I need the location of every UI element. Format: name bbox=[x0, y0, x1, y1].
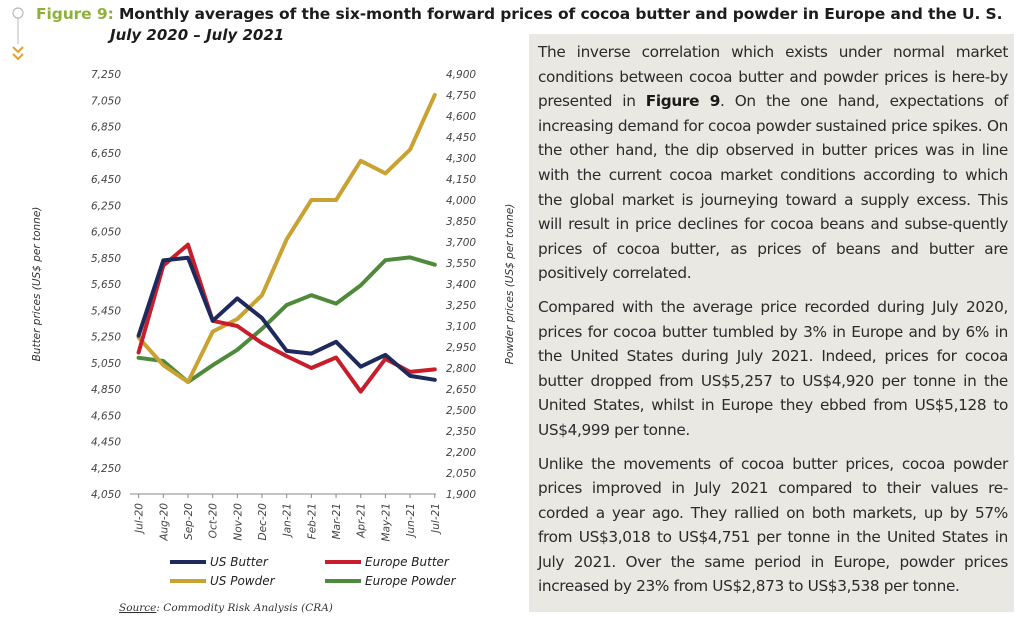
y-right-tick-label: 4,300 bbox=[446, 153, 476, 165]
series-line-us-powder bbox=[136, 92, 437, 384]
source-label: Source bbox=[119, 602, 156, 614]
y-left-tick-label: 6,850 bbox=[91, 122, 121, 134]
y-right-tick-label: 4,150 bbox=[446, 174, 476, 186]
y-left-tick-label: 4,850 bbox=[91, 384, 121, 396]
y-right-tick-label: 3,700 bbox=[446, 237, 476, 249]
x-tick-label: Aug-20 bbox=[158, 503, 170, 542]
x-tick-label: Sep-20 bbox=[183, 503, 195, 540]
paragraph-1-start: The inverse correlation which exists und… bbox=[538, 43, 1008, 111]
y-right-tick-label: 4,450 bbox=[446, 132, 476, 144]
y-left-tick-label: 4,050 bbox=[91, 489, 121, 501]
paragraph-1-end: . On the one hand, expectations of incre… bbox=[538, 92, 1008, 283]
series-line-us-butter bbox=[136, 255, 437, 382]
figure-bullet-icon bbox=[12, 7, 24, 61]
y-left-axis-label: Butter prices (US$ per tonne) bbox=[31, 207, 43, 362]
figure-reference: Figure 9 bbox=[645, 92, 721, 111]
y-right-tick-label: 2,050 bbox=[446, 468, 476, 480]
y-right-tick-label: 4,000 bbox=[446, 195, 476, 207]
legend-label: US Butter bbox=[210, 555, 269, 569]
y-left-tick-label: 6,450 bbox=[91, 174, 121, 186]
y-left-tick-label: 5,250 bbox=[91, 332, 121, 344]
y-left-tick-label: 5,450 bbox=[91, 305, 121, 317]
y-right-tick-label: 2,950 bbox=[446, 342, 476, 354]
y-left-tick-label: 6,650 bbox=[91, 148, 121, 160]
paragraph-1: The inverse correlation which exists und… bbox=[538, 40, 1008, 286]
x-tick-label: Jul-20 bbox=[134, 503, 146, 535]
y-right-tick-label: 3,850 bbox=[446, 216, 476, 228]
y-right-tick-label: 3,250 bbox=[446, 300, 476, 312]
series-line-europe-butter bbox=[136, 242, 437, 394]
y-left-tick-label: 4,250 bbox=[91, 463, 121, 475]
x-tick-label: Apr-21 bbox=[356, 503, 368, 539]
y-left-tick-label: 6,050 bbox=[91, 227, 121, 239]
y-right-tick-label: 3,550 bbox=[446, 258, 476, 270]
x-tick-label: Jun-21 bbox=[405, 503, 417, 539]
x-tick-label: May-21 bbox=[380, 503, 392, 541]
line-chart: 7,250 7,050 6,850 6,650 6,450 6,250 6,050 5,850… bbox=[31, 69, 516, 614]
x-tick-label: Nov-20 bbox=[232, 503, 244, 541]
y-left-tick-label: 5,650 bbox=[91, 279, 121, 291]
y-left-tick-label: 7,050 bbox=[91, 95, 121, 107]
y-right-tick-label: 2,350 bbox=[446, 426, 476, 438]
y-left-tick-label: 5,850 bbox=[91, 253, 121, 265]
x-tick-label: Jul-21 bbox=[430, 503, 442, 535]
y-left-tick-label: 5,050 bbox=[91, 358, 121, 370]
y-left-tick-label: 6,250 bbox=[91, 200, 121, 212]
paragraph-3: Unlike the movements of cocoa butter pri… bbox=[538, 454, 1008, 596]
y-right-tick-label: 4,600 bbox=[446, 111, 476, 123]
y-right-tick-label: 3,100 bbox=[446, 321, 476, 333]
x-tick-label: Oct-20 bbox=[208, 503, 220, 539]
y-right-tick-label: 3,400 bbox=[446, 279, 476, 291]
y-right-tick-label: 2,800 bbox=[446, 363, 476, 375]
y-right-tick-label: 4,750 bbox=[446, 90, 476, 102]
y-right-tick-label: 2,500 bbox=[446, 405, 476, 417]
paragraph-2: Compared with the average price recorded… bbox=[538, 297, 1008, 439]
y-right-tick-label: 2,200 bbox=[446, 447, 476, 459]
legend-label: Europe Powder bbox=[365, 574, 457, 588]
figure-subtitle: July 2020 – July 2021 bbox=[110, 26, 285, 44]
legend-label: US Powder bbox=[210, 574, 276, 588]
source-text: : Commodity Risk Analysis (CRA) bbox=[156, 602, 332, 614]
figure-label: Figure 9: bbox=[36, 5, 114, 23]
x-tick-label: Mar-21 bbox=[331, 503, 343, 539]
y-left-tick-label: 4,650 bbox=[91, 410, 121, 422]
y-right-tick-label: 1,900 bbox=[446, 489, 476, 501]
text-panel: The inverse correlation which exists und… bbox=[529, 34, 1014, 612]
x-tick-label: Feb-21 bbox=[306, 503, 318, 539]
figure-title-text: Monthly averages of the six-month forwar… bbox=[118, 5, 1003, 23]
source-note: Source: Commodity Risk Analysis (CRA) bbox=[119, 602, 333, 614]
y-left-tick-label: 7,250 bbox=[91, 69, 121, 81]
figure-title: Figure 9: Monthly averages of the six-mo… bbox=[36, 5, 1003, 23]
x-tick-label: Dec-20 bbox=[257, 503, 269, 541]
y-right-tick-label: 4,900 bbox=[446, 69, 476, 81]
legend-label: Europe Butter bbox=[365, 555, 450, 569]
x-tick-label: Jan-21 bbox=[282, 503, 294, 538]
y-left-tick-label: 4,450 bbox=[91, 437, 121, 449]
figure-header: Figure 9: Monthly averages of the six-mo… bbox=[0, 0, 1024, 61]
y-right-axis-label: Powder prices (US$ per tonne) bbox=[504, 204, 516, 365]
y-right-tick-label: 2,650 bbox=[446, 384, 476, 396]
